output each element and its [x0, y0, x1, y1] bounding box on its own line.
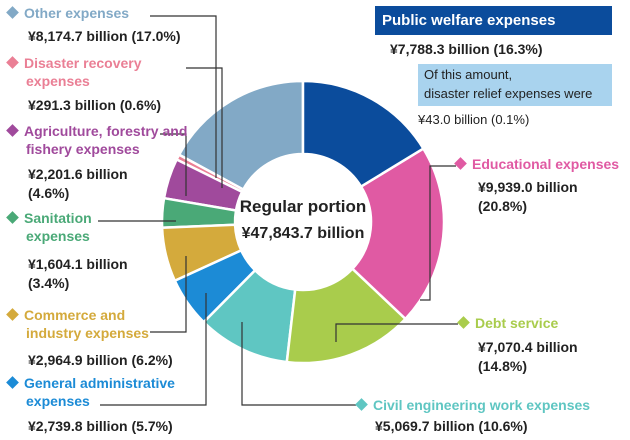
legend-marker	[6, 211, 19, 224]
leader-line	[335, 323, 458, 342]
leader-line	[420, 165, 456, 301]
legend-marker	[6, 376, 19, 389]
center-title: Regular portion	[240, 197, 367, 216]
leader-line	[100, 293, 207, 406]
donut-slice	[173, 248, 257, 324]
category-name: Other expenses	[24, 5, 130, 21]
header-box	[375, 6, 612, 35]
category-label: Disaster recovery expenses	[6, 54, 206, 90]
annotation-value: ¥43.0 billion (0.1%)	[418, 112, 530, 127]
leader-line	[150, 256, 187, 333]
legend-marker	[355, 398, 368, 411]
category-label: Sanitation expenses	[6, 209, 136, 245]
legend-marker	[6, 6, 19, 19]
donut-slice	[350, 146, 446, 321]
value-label: ¥9,939.0 billion (20.8%)	[478, 179, 578, 214]
value-label: ¥7,070.4 billion (14.8%)	[478, 339, 578, 374]
legend-marker	[457, 316, 470, 329]
category-name: Disaster recovery expenses	[24, 55, 142, 89]
annotation-box	[418, 64, 612, 106]
legend-marker	[6, 124, 19, 137]
donut-slice	[301, 79, 426, 189]
category-name: Debt service	[475, 315, 559, 331]
value-label: ¥8,174.7 billion (17.0%)	[28, 28, 181, 44]
value-label: ¥1,604.1 billion (3.4%)	[28, 256, 128, 291]
category-label: Civil engineering work expenses	[355, 396, 630, 414]
leader-line	[241, 322, 356, 406]
category-label: Commerce and industry expenses	[6, 306, 176, 342]
category-name: Civil engineering work expenses	[373, 397, 591, 413]
category-label: Other expenses	[6, 4, 226, 22]
category-label: Agriculture, forestry and fishery expens…	[6, 122, 196, 158]
annotation-line: Of this amount,	[424, 67, 513, 82]
annotation-line: disaster relief expenses were	[424, 86, 593, 101]
value-label: ¥7,788.3 billion (16.3%)	[390, 41, 543, 57]
value-label: ¥291.3 billion (0.6%)	[28, 97, 162, 113]
value-label: ¥5,069.7 billion (10.6%)	[375, 418, 528, 434]
legend-marker	[454, 157, 467, 170]
donut-slice	[162, 157, 244, 212]
category-label: General administrative expenses	[6, 374, 201, 410]
leader-line	[150, 15, 217, 178]
leader-line	[160, 133, 187, 196]
value-label: ¥2,201.6 billion (4.6%)	[28, 166, 128, 201]
leader-line	[186, 67, 223, 188]
category-name: Educational expenses	[472, 156, 620, 172]
category-name: Public welfare expenses	[382, 12, 556, 29]
category-label: Educational expenses	[454, 155, 630, 173]
legend-marker	[6, 56, 19, 69]
value-label: ¥2,739.8 billion (5.7%)	[28, 418, 173, 434]
category-label: Public welfare expenses	[364, 12, 612, 30]
category-label: Debt service	[457, 314, 627, 332]
annotation: Of this amount, disaster relief expenses…	[418, 65, 592, 103]
value-label: ¥2,964.9 billion (6.2%)	[28, 352, 173, 368]
category-name: General administrative expenses	[24, 375, 175, 409]
donut-slice	[160, 223, 243, 283]
category-name: Sanitation expenses	[24, 210, 92, 244]
legend-marker	[6, 308, 19, 321]
donut-slice	[201, 268, 297, 364]
category-name: Commerce and industry expenses	[24, 307, 149, 341]
category-name: Agriculture, forestry and fishery expens…	[24, 123, 188, 157]
leader-lines	[98, 15, 458, 406]
donut-slice	[177, 79, 305, 192]
center-value: ¥47,843.7 billion	[242, 225, 365, 242]
